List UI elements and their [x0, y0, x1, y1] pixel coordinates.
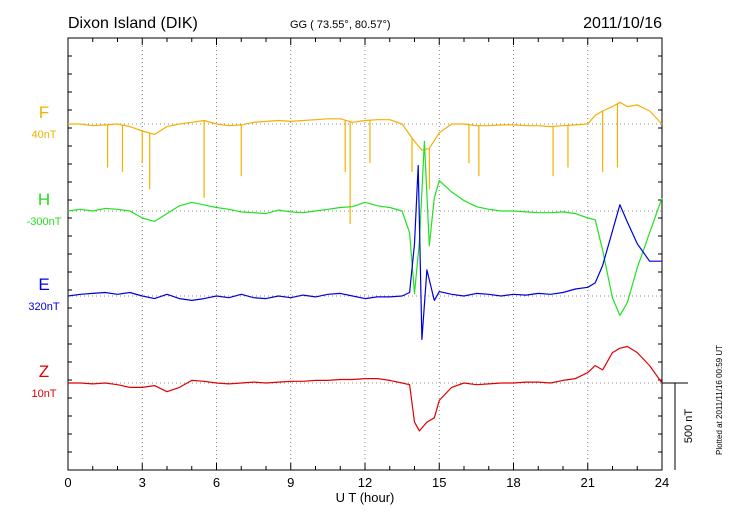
x-tick-label: 12 — [358, 475, 372, 490]
series-line-H — [67, 140, 663, 316]
scale-bar: 500 nT — [662, 382, 695, 470]
axis-ticks — [67, 38, 663, 470]
series-line-F — [68, 101, 663, 151]
series-offset-Z: 10nT — [31, 388, 56, 400]
station-coords: GG ( 73.55°, 80.57°) — [290, 19, 391, 31]
series-name-E: E — [38, 275, 49, 294]
x-tick-label: 6 — [213, 475, 220, 490]
x-tick-label: 9 — [287, 475, 294, 490]
series-name-Z: Z — [39, 362, 49, 381]
x-axis-label: U T (hour) — [336, 490, 395, 505]
series-labels: F 40nT H -300nT E 320nT Z 10nT — [27, 103, 62, 400]
grid-lines — [68, 38, 662, 470]
x-tick-labels: 0 3 6 9 12 15 18 21 24 — [64, 475, 669, 490]
series-offset-H: -300nT — [27, 216, 62, 228]
series-name-H: H — [38, 190, 50, 209]
plotted-at-note: Plotted at 2011/11/16 00:59 UT — [715, 345, 724, 455]
series-line-E — [67, 164, 662, 341]
chart-date: 2011/10/16 — [583, 15, 662, 32]
series-name-F: F — [39, 103, 49, 122]
x-tick-label: 0 — [64, 475, 71, 490]
x-tick-label: 24 — [655, 475, 669, 490]
scale-bar-label: 500 nT — [683, 409, 695, 444]
series-offset-E: 320nT — [28, 301, 59, 313]
x-tick-label: 3 — [139, 475, 146, 490]
series-lines — [67, 101, 663, 432]
station-title: Dixon Island (DIK) — [68, 15, 198, 32]
x-tick-label: 18 — [506, 475, 520, 490]
x-tick-label: 21 — [581, 475, 595, 490]
series-offset-F: 40nT — [31, 129, 56, 141]
series-line-Z — [68, 345, 663, 432]
x-tick-label: 15 — [432, 475, 446, 490]
